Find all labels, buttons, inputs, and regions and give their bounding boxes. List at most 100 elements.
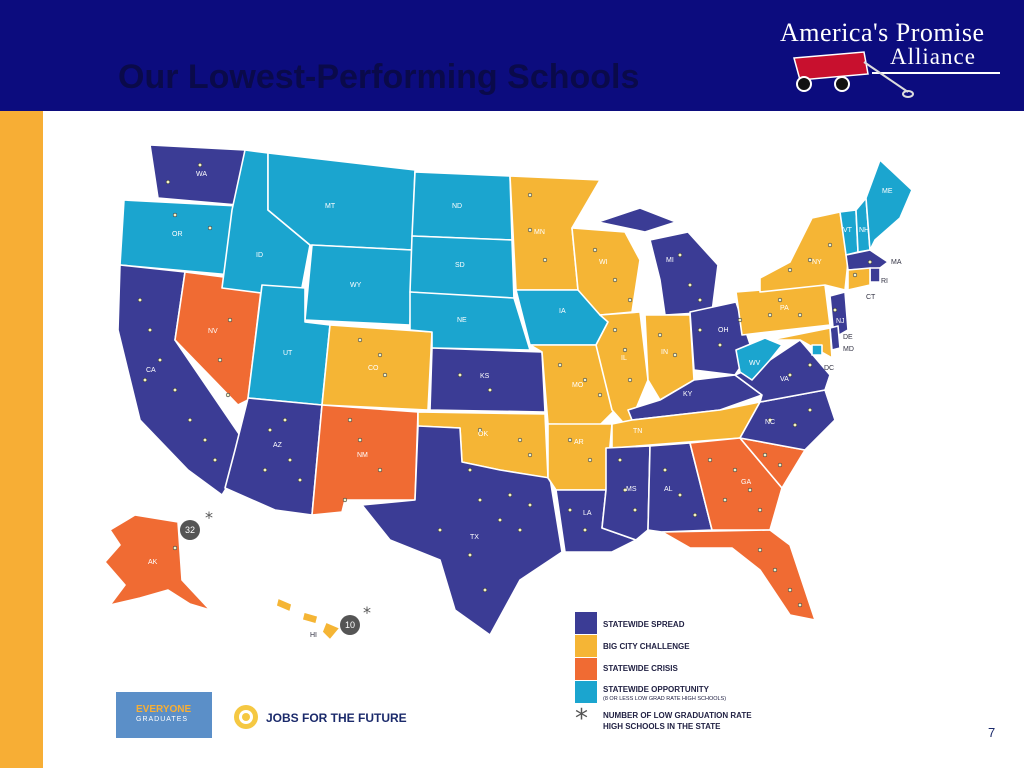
svg-text:MT: MT — [325, 203, 336, 210]
svg-text:UT: UT — [283, 350, 293, 357]
svg-text:CT: CT — [866, 294, 876, 301]
page-number: 7 — [988, 725, 996, 740]
svg-text:AK: AK — [148, 559, 158, 566]
legend-label-statewide-opportunity: STATEWIDE OPPORTUNITY — [603, 685, 709, 694]
svg-text:OR: OR — [172, 231, 183, 238]
logo-text-line2: Alliance — [890, 44, 976, 69]
state-KS — [429, 347, 546, 413]
svg-text:OH: OH — [718, 327, 729, 334]
svg-text:*: * — [363, 603, 371, 622]
state-IL — [595, 311, 649, 429]
svg-text:IL: IL — [621, 355, 627, 362]
svg-text:VT: VT — [843, 227, 853, 234]
legend-swatch-statewide-crisis — [575, 658, 597, 680]
state-NC — [739, 389, 836, 451]
state-DC — [811, 344, 823, 356]
svg-text:CO: CO — [368, 365, 379, 372]
state-VA — [734, 339, 831, 403]
legend-label-statewide-spread: STATEWIDE SPREAD — [603, 620, 685, 629]
svg-text:PA: PA — [780, 305, 789, 312]
svg-text:*: * — [205, 508, 213, 527]
svg-text:GA: GA — [741, 479, 751, 486]
svg-text:SC: SC — [797, 465, 807, 472]
svg-text:NV: NV — [208, 328, 218, 335]
state-AR — [547, 423, 613, 491]
svg-text:CA: CA — [146, 367, 156, 374]
jff-logo-text: JOBS FOR THE FUTURE — [266, 711, 407, 725]
state-FL — [661, 529, 816, 621]
svg-text:NY: NY — [812, 259, 822, 266]
svg-text:IA: IA — [559, 308, 566, 315]
svg-text:TN: TN — [633, 428, 642, 435]
svg-text:WI: WI — [599, 259, 608, 266]
svg-text:IN: IN — [661, 349, 668, 356]
legend-label-statewide-crisis: STATEWIDE CRISIS — [603, 664, 678, 673]
legend-label-big-city-challenge: BIG CITY CHALLENGE — [603, 642, 690, 651]
svg-text:MS: MS — [626, 486, 637, 493]
asterisk-icon: * — [575, 704, 588, 734]
state-NM — [311, 404, 419, 516]
left-accent-bar — [0, 111, 43, 768]
svg-text:AR: AR — [574, 439, 584, 446]
svg-text:MN: MN — [534, 229, 545, 236]
svg-text:WY: WY — [350, 282, 362, 289]
svg-text:MA: MA — [891, 259, 902, 266]
svg-text:KY: KY — [683, 391, 693, 398]
state-MA — [845, 249, 889, 271]
state-abbreviations: WA OR CA NV ID MT WY UT AZ CO NM ND SD NE KS OK TX M… — [146, 171, 902, 639]
state-RI — [869, 267, 881, 283]
svg-text:WA: WA — [196, 171, 207, 178]
legend-star-label-2: HIGH SCHOOLS IN THE STATE — [603, 722, 721, 731]
state-MD — [769, 327, 833, 359]
svg-text:RI: RI — [881, 278, 888, 285]
everyone-graduates-bottom-text: GRADUATES — [136, 716, 189, 723]
svg-text:AL: AL — [664, 486, 673, 493]
svg-text:MO: MO — [572, 382, 584, 389]
svg-text:DE: DE — [843, 334, 853, 341]
legend-sublabel-statewide-opportunity: (8 OR LESS LOW GRAD RATE HIGH SCHOOLS) — [603, 696, 727, 702]
svg-text:WV: WV — [749, 360, 761, 367]
jff-logo-icon — [234, 705, 258, 729]
legend-swatch-big-city-challenge — [575, 635, 597, 657]
svg-text:SD: SD — [455, 262, 465, 269]
svg-text:VA: VA — [780, 376, 789, 383]
state-AZ — [224, 397, 323, 516]
svg-text:LA: LA — [583, 510, 592, 517]
everyone-graduates-top-text: EVERYONE — [136, 704, 192, 715]
svg-text:MD: MD — [843, 346, 854, 353]
state-CT — [847, 267, 871, 291]
legend-swatch-statewide-opportunity — [575, 681, 597, 703]
state-TX — [361, 425, 563, 636]
state-AK — [104, 514, 211, 611]
svg-text:NM: NM — [357, 452, 368, 459]
svg-text:OK: OK — [478, 431, 488, 438]
svg-text:NC: NC — [765, 419, 775, 426]
svg-text:MI: MI — [666, 257, 674, 264]
svg-text:AZ: AZ — [273, 442, 283, 449]
svg-text:NE: NE — [457, 317, 467, 324]
svg-text:KS: KS — [480, 373, 490, 380]
legend-swatch-statewide-spread — [575, 612, 597, 634]
state-HI — [275, 597, 341, 641]
state-NY — [759, 211, 849, 293]
svg-text:NJ: NJ — [836, 318, 845, 325]
svg-text:ID: ID — [256, 252, 263, 259]
callout-HI: 10 * — [340, 603, 371, 635]
callout-count-ak: 32 — [185, 525, 195, 535]
state-MS — [601, 445, 651, 541]
svg-text:ND: ND — [452, 203, 462, 210]
state-CO — [321, 324, 433, 411]
svg-text:TX: TX — [470, 534, 479, 541]
callout-count-hi: 10 — [345, 620, 355, 630]
logo-divider — [872, 72, 1000, 74]
everyone-graduates-logo: EVERYONE GRADUATES — [116, 692, 212, 738]
slide-title: Our Lowest-Performing Schools — [118, 58, 640, 96]
wagon-icon — [793, 51, 914, 98]
logo-text-line1: America's Promise — [780, 18, 985, 47]
state-WV — [735, 337, 783, 381]
svg-text:DC: DC — [824, 365, 834, 372]
legend-star-label-1: NUMBER OF LOW GRADUATION RATE — [603, 711, 752, 720]
svg-text:HI: HI — [310, 632, 317, 639]
callout-AK: 32 * — [180, 508, 213, 540]
